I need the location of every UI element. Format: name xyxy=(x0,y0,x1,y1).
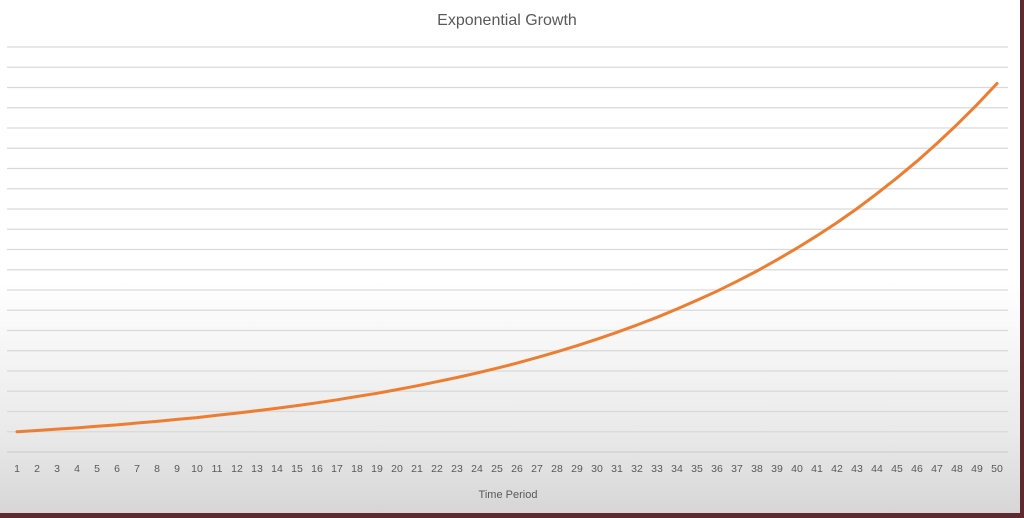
x-tick-label: 49 xyxy=(971,463,983,475)
x-tick-label: 25 xyxy=(491,463,503,475)
x-tick-label: 5 xyxy=(94,463,100,475)
x-tick-label: 15 xyxy=(291,463,303,475)
x-tick-label: 13 xyxy=(251,463,263,475)
x-tick-label: 30 xyxy=(591,463,603,475)
x-tick-label: 14 xyxy=(271,463,283,475)
x-tick-label: 34 xyxy=(671,463,683,475)
x-tick-label: 28 xyxy=(551,463,563,475)
x-tick-label: 36 xyxy=(711,463,723,475)
x-tick-label: 32 xyxy=(631,463,643,475)
x-tick-label: 12 xyxy=(231,463,243,475)
x-tick-label: 20 xyxy=(391,463,403,475)
x-tick-label: 40 xyxy=(791,463,803,475)
x-tick-label: 8 xyxy=(154,463,160,475)
x-tick-label: 35 xyxy=(691,463,703,475)
x-tick-labels: 1 2 3 4 5 6 7 8 9 10 11 12 13 14 15 16 17 18 19 20 21 22 23 24 2… xyxy=(14,463,1003,475)
x-tick-label: 37 xyxy=(731,463,743,475)
x-tick-label: 1 xyxy=(14,463,20,475)
x-tick-label: 39 xyxy=(771,463,783,475)
x-tick-label: 33 xyxy=(651,463,663,475)
x-tick-label: 21 xyxy=(411,463,423,475)
x-tick-label: 2 xyxy=(34,463,40,475)
x-tick-label: 27 xyxy=(531,463,543,475)
x-tick-label: 9 xyxy=(174,463,180,475)
x-tick-label: 29 xyxy=(571,463,583,475)
x-tick-label: 3 xyxy=(54,463,60,475)
x-tick-label: 44 xyxy=(871,463,883,475)
x-tick-label: 47 xyxy=(931,463,943,475)
x-tick-label: 23 xyxy=(451,463,463,475)
x-tick-label: 11 xyxy=(212,463,223,475)
x-tick-label: 17 xyxy=(331,463,343,475)
x-tick-label: 42 xyxy=(831,463,843,475)
x-tick-label: 24 xyxy=(471,463,483,475)
x-tick-label: 43 xyxy=(851,463,863,475)
x-tick-label: 16 xyxy=(311,463,323,475)
x-tick-label: 31 xyxy=(611,463,623,475)
x-tick-label: 6 xyxy=(114,463,120,475)
x-tick-label: 50 xyxy=(991,463,1003,475)
x-tick-label: 18 xyxy=(351,463,363,475)
x-tick-label: 7 xyxy=(134,463,140,475)
x-tick-label: 45 xyxy=(891,463,903,475)
x-tick-label: 26 xyxy=(511,463,523,475)
x-tick-label: 10 xyxy=(191,463,203,475)
x-tick-label: 22 xyxy=(431,463,443,475)
x-tick-label: 46 xyxy=(911,463,923,475)
x-tick-label: 38 xyxy=(751,463,763,475)
gridlines xyxy=(7,46,1008,453)
series-line xyxy=(15,82,999,434)
chart-title: Exponential Growth xyxy=(437,12,577,29)
x-tick-label: 4 xyxy=(74,463,80,475)
x-tick-label: 48 xyxy=(951,463,963,475)
x-tick-label: 41 xyxy=(811,463,823,475)
x-axis-title: Time Period xyxy=(479,489,538,501)
x-tick-label: 19 xyxy=(371,463,383,475)
